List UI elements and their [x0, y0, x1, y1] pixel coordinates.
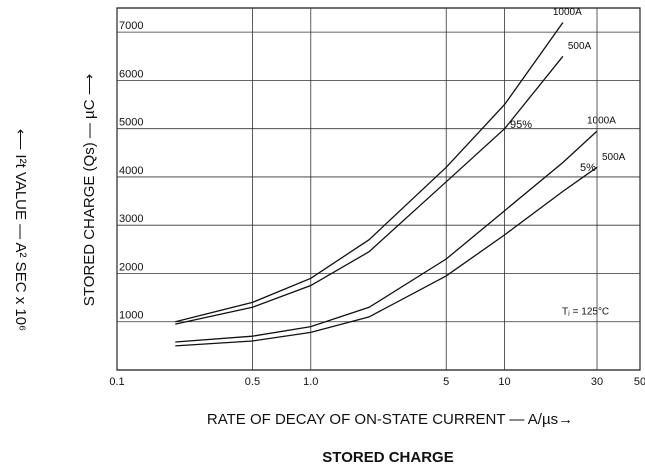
x-tick-label: 10	[498, 376, 510, 388]
series-label: 1000A	[587, 116, 616, 127]
y-tick-label: 4000	[119, 165, 143, 177]
chart-title: STORED CHARGE	[322, 449, 453, 466]
annotation-box	[555, 302, 637, 322]
series-label: 500A	[568, 41, 592, 52]
annotation: 5%	[580, 162, 596, 174]
y-tick-label: 1000	[119, 310, 143, 322]
series-line	[175, 166, 598, 347]
x-tick-label: 50	[634, 376, 645, 388]
series-line	[175, 55, 564, 325]
y-tick-label: 6000	[119, 68, 143, 80]
y-tick-label: 2000	[119, 261, 143, 273]
y-tick-label: 7000	[119, 20, 143, 32]
annotation: 95%	[510, 119, 532, 131]
series-label: 1000A	[553, 7, 582, 18]
x-tick-label: 1.0	[303, 376, 318, 388]
annotation: Tⱼ = 125°C	[562, 307, 609, 318]
y-axis-label: STORED CHARGE (Qs) — µC ⟶	[81, 74, 98, 306]
series-line	[175, 22, 564, 323]
x-tick-label: 30	[591, 376, 603, 388]
y-tick-label: 3000	[119, 213, 143, 225]
y-axis-label-outer: ⟵ I²t VALUE — A² SEC x 10⁶	[12, 129, 29, 331]
x-tick-label: 0.5	[245, 376, 260, 388]
x-tick-label: 0.1	[109, 376, 124, 388]
y-tick-label: 5000	[119, 117, 143, 129]
x-tick-label: 5	[443, 376, 449, 388]
x-axis-label: RATE OF DECAY OF ON-STATE CURRENT — A/µs…	[207, 411, 573, 428]
series-label: 500A	[602, 152, 626, 163]
series-line	[175, 130, 598, 343]
